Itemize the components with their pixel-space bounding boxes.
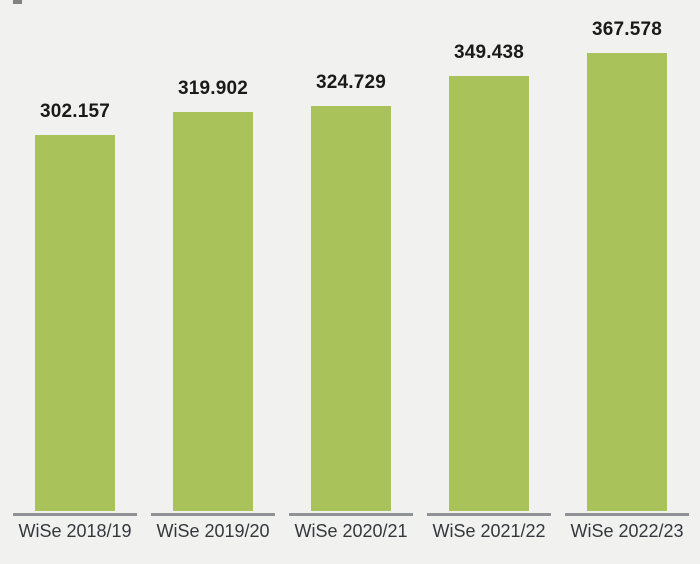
bar	[449, 75, 529, 511]
clipped-artifact	[13, 0, 22, 4]
bar-column: 324.729 WiSe 2020/21	[282, 0, 420, 564]
bar-column: 349.438 WiSe 2021/22	[420, 0, 558, 564]
x-axis-label: WiSe 2020/21	[294, 521, 408, 541]
x-axis-line-segment	[13, 513, 137, 516]
bar-column: 367.578 WiSe 2022/23	[558, 0, 696, 564]
x-axis-line-segment	[289, 513, 413, 516]
x-axis-label: WiSe 2021/22	[432, 521, 546, 541]
x-axis-label: WiSe 2019/20	[156, 521, 270, 541]
bar-value-label: 349.438	[453, 41, 525, 63]
bar	[35, 134, 115, 511]
bar-column: 302.157 WiSe 2018/19	[6, 0, 144, 564]
bar-value-label: 319.902	[177, 78, 249, 100]
x-axis-line-segment	[565, 513, 689, 516]
x-axis-label: WiSe 2018/19	[18, 521, 132, 541]
bar	[311, 106, 391, 511]
bar-value-label: 302.157	[39, 100, 111, 122]
x-axis-line-segment	[427, 513, 551, 516]
bar-column: 319.902 WiSe 2019/20	[144, 0, 282, 564]
bar	[587, 53, 667, 511]
bar	[173, 112, 253, 511]
x-axis-line-segment	[151, 513, 275, 516]
bar-value-label: 367.578	[591, 19, 663, 40]
x-axis-label: WiSe 2022/23	[570, 521, 684, 541]
bar-value-label: 324.729	[315, 72, 387, 94]
